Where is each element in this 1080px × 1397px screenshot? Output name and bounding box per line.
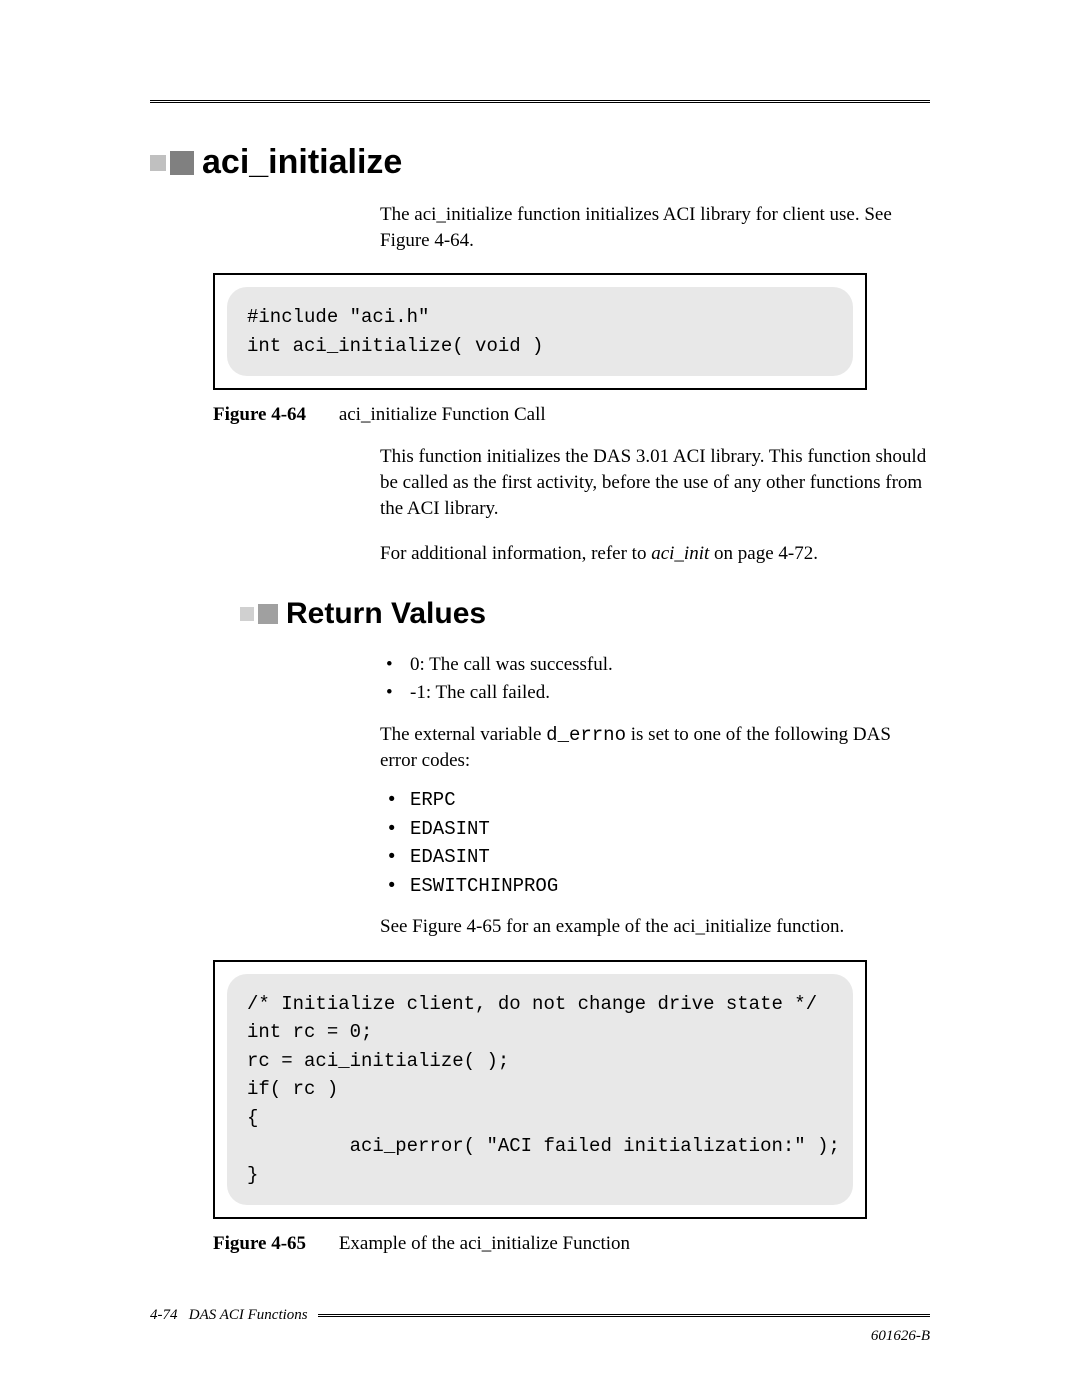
code-block-2: /* Initialize client, do not change driv… — [227, 974, 853, 1206]
para-4: See Figure 4-65 for an example of the ac… — [380, 914, 930, 940]
footer-rule-wrap — [318, 1314, 930, 1317]
list-item: ESWITCHINPROG — [410, 872, 930, 901]
figure-label-1: Figure 4-64 — [213, 404, 306, 425]
return-values-list: 0: The call was successful. -1: The call… — [410, 651, 930, 708]
para-1: This function initializes the DAS 3.01 A… — [380, 444, 930, 521]
list-item: EDASINT — [410, 815, 930, 844]
footer-right: 601626-B — [150, 1328, 930, 1345]
heading2-marker-outer — [240, 607, 254, 621]
footer-left: 4-74 DAS ACI Functions — [150, 1307, 318, 1324]
figure-label-2: Figure 4-65 — [213, 1233, 306, 1254]
code-block-1: #include "aci.h" int aci_initialize( voi… — [227, 287, 853, 376]
figure-caption-2: Figure 4-65 Example of the aci_initializ… — [213, 1233, 930, 1255]
para-2-pre: For additional information, refer to — [380, 543, 651, 564]
heading-1: aci_initialize — [150, 143, 930, 182]
figure-text-1: aci_initialize Function Call — [339, 404, 546, 425]
figure-caption-1: Figure 4-64 aci_initialize Function Call — [213, 404, 930, 426]
error-codes-list: ERPC EDASINT EDASINT ESWITCHINPROG — [410, 786, 930, 900]
para-3-pre: The external variable — [380, 724, 546, 745]
intro-paragraph: The aci_initialize function initializes … — [380, 202, 930, 253]
list-item: EDASINT — [410, 843, 930, 872]
footer-page: 4-74 — [150, 1307, 178, 1323]
footer-title: DAS ACI Functions — [189, 1307, 308, 1323]
heading-marker-inner — [170, 151, 194, 175]
heading2-marker-inner — [258, 604, 278, 624]
footer-line: 4-74 DAS ACI Functions — [150, 1307, 930, 1324]
page: aci_initialize The aci_initialize functi… — [0, 0, 1080, 1397]
list-item: 0: The call was successful. — [410, 651, 930, 680]
code-box-1: #include "aci.h" int aci_initialize( voi… — [213, 273, 867, 390]
heading-marker-outer — [150, 155, 166, 171]
heading-1-text: aci_initialize — [202, 143, 402, 182]
para-2-em: aci_init — [651, 543, 709, 564]
para-2-post: on page 4-72. — [709, 543, 818, 564]
heading-2-text: Return Values — [286, 597, 486, 631]
figure-text-2: Example of the aci_initialize Function — [339, 1233, 630, 1254]
code-box-2: /* Initialize client, do not change driv… — [213, 960, 867, 1220]
list-item: ERPC — [410, 786, 930, 815]
heading-2: Return Values — [240, 597, 930, 631]
top-rule — [150, 100, 930, 103]
para-3-code: d_errno — [546, 724, 626, 746]
page-footer: 4-74 DAS ACI Functions 601626-B — [150, 1307, 930, 1345]
para-3: The external variable d_errno is set to … — [380, 722, 930, 774]
para-2: For additional information, refer to aci… — [380, 541, 930, 567]
list-item: -1: The call failed. — [410, 679, 930, 708]
footer-rule — [318, 1314, 930, 1317]
